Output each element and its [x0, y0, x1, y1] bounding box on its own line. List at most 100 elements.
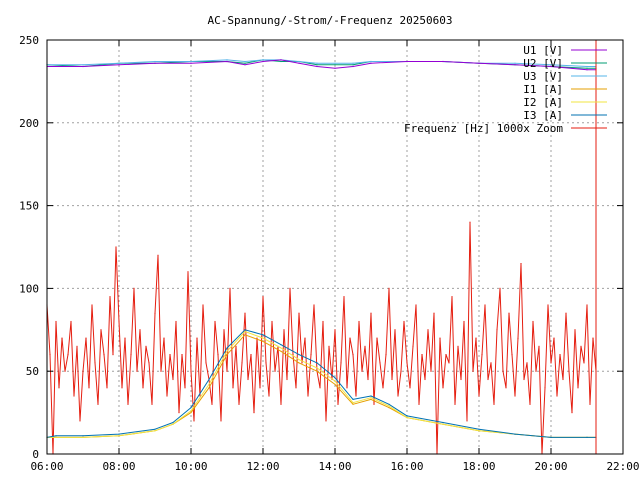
series-point — [76, 345, 78, 347]
series-point — [55, 320, 57, 323]
grid — [47, 40, 623, 454]
series-point — [262, 60, 264, 63]
series-point — [352, 65, 354, 68]
series-point — [388, 407, 390, 409]
series-point — [334, 329, 336, 331]
series-point — [334, 64, 336, 66]
series-point — [280, 59, 282, 61]
series-point — [244, 334, 246, 336]
series-point — [370, 395, 372, 397]
series-point — [97, 403, 99, 405]
series-point — [565, 312, 567, 314]
series-point — [49, 354, 51, 356]
series-point — [181, 354, 183, 356]
series-point — [241, 362, 243, 364]
series-point — [160, 370, 162, 372]
series-point — [184, 387, 186, 389]
series-point — [319, 387, 321, 389]
series-point — [226, 350, 228, 352]
series-point — [517, 337, 519, 339]
series-point — [169, 354, 171, 356]
legend-label: I1 [A] — [523, 83, 563, 96]
chart-title: AC-Spannung/-Strom/-Frequenz 20250603 — [207, 14, 452, 27]
series-point — [427, 329, 429, 331]
series-point — [577, 387, 579, 389]
x-tick-label: 20:00 — [534, 460, 567, 473]
series-point — [238, 403, 240, 405]
series-point — [244, 64, 246, 66]
series-point — [280, 347, 282, 349]
series-point — [484, 304, 486, 306]
y-tick-label: 150 — [19, 200, 39, 213]
series-point — [298, 354, 300, 356]
series-point — [280, 60, 282, 63]
series-point — [382, 387, 384, 389]
series-point — [406, 362, 408, 364]
series-point — [430, 370, 432, 372]
series-point — [586, 304, 588, 306]
series-point — [511, 354, 513, 356]
series-point — [334, 380, 336, 382]
series-point — [370, 398, 372, 400]
series-point — [409, 387, 411, 389]
series-point — [367, 378, 369, 381]
series-point — [388, 403, 390, 405]
series-point — [118, 433, 120, 435]
series-point — [280, 344, 282, 346]
series-point — [502, 370, 504, 372]
series-point — [55, 435, 57, 437]
x-tick-label: 16:00 — [390, 460, 423, 473]
legend-label: I3 [A] — [523, 109, 563, 122]
series-point — [88, 387, 90, 389]
series-point — [298, 312, 300, 314]
x-tick-label: 22:00 — [606, 460, 639, 473]
series-point — [364, 345, 366, 347]
series-point — [553, 337, 555, 339]
series-point — [496, 329, 498, 331]
series-point — [175, 320, 177, 323]
series-point — [109, 296, 111, 298]
series-line-2 — [47, 59, 596, 67]
x-tick-label: 12:00 — [246, 460, 279, 473]
series-point — [490, 362, 492, 364]
axes: 06:00 08:00 10:00 12:00 14:00 16:00 18:00 20:00… — [19, 34, 639, 473]
series-point — [226, 370, 228, 372]
series-point — [301, 362, 303, 364]
series-point — [352, 402, 354, 404]
series-point — [373, 403, 375, 405]
series-point — [589, 403, 591, 405]
series-point — [403, 320, 405, 323]
series-point — [514, 64, 516, 66]
series-point — [283, 329, 285, 331]
series-point — [478, 430, 480, 432]
x-tick-label: 06:00 — [30, 460, 63, 473]
series-point — [370, 62, 372, 64]
series-point — [298, 60, 300, 63]
series-point — [187, 271, 189, 273]
x-tick-label: 14:00 — [318, 460, 351, 473]
series-point — [253, 412, 255, 414]
series-point — [172, 378, 174, 381]
series-point — [154, 428, 156, 430]
series-point — [388, 287, 390, 289]
series-point — [529, 403, 531, 405]
series-point — [544, 387, 546, 389]
series-point — [463, 320, 465, 323]
series-point — [550, 65, 552, 68]
series-point — [247, 378, 249, 381]
series-point — [82, 435, 84, 437]
series-point — [526, 362, 528, 364]
y-tick-label: 200 — [19, 117, 39, 130]
series-point — [127, 403, 129, 405]
series-point — [370, 312, 372, 314]
series-point — [385, 354, 387, 356]
series-point — [508, 312, 510, 314]
series-point — [223, 329, 225, 331]
series-point — [337, 403, 339, 405]
x-tick-label: 10:00 — [174, 460, 207, 473]
series-point — [586, 65, 588, 68]
series-point — [226, 354, 228, 356]
series-point — [376, 337, 378, 339]
series-point — [394, 329, 396, 331]
